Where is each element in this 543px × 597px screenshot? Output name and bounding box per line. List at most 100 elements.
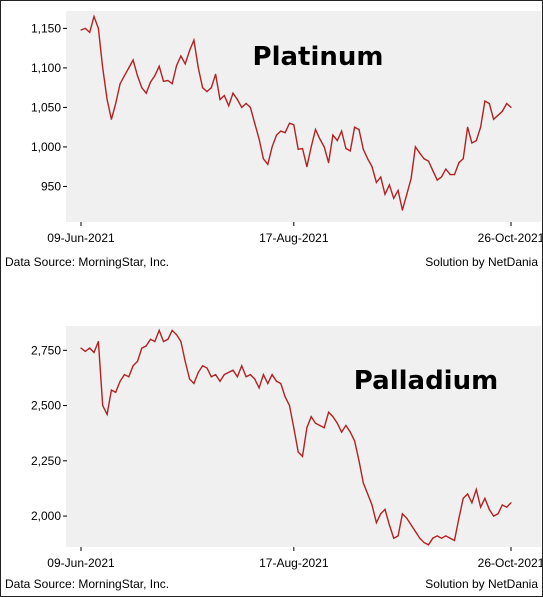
data-point [284, 132, 286, 134]
data-point [232, 369, 234, 371]
data-point [136, 360, 139, 362]
data-point [128, 67, 130, 69]
data-point [436, 179, 438, 181]
data-point [80, 29, 82, 31]
data-point [288, 405, 291, 407]
y-tick-label: 2,250 [31, 454, 61, 468]
data-point [423, 542, 425, 544]
data-point [154, 340, 156, 343]
data-point [193, 39, 195, 41]
data-point [189, 378, 191, 380]
data-point [258, 138, 260, 140]
data-point [275, 134, 278, 136]
y-tick-label: 2,500 [31, 399, 61, 413]
data-point [267, 382, 269, 385]
data-point [384, 508, 386, 510]
data-point [397, 189, 399, 191]
data-point [89, 347, 91, 349]
data-point [414, 530, 416, 533]
data-point [449, 537, 451, 539]
data-point [223, 374, 225, 376]
data-point [480, 506, 482, 508]
data-point [371, 504, 373, 506]
data-point [384, 193, 386, 195]
data-point [453, 174, 456, 176]
y-tick-label: 1,150 [31, 21, 61, 35]
data-point [484, 497, 486, 499]
data-point [423, 158, 425, 160]
data-point [419, 537, 421, 539]
data-point [228, 371, 230, 373]
data-point [145, 345, 147, 347]
data-point [388, 524, 390, 526]
data-point [345, 424, 347, 427]
data-point [293, 124, 295, 126]
data-point [180, 55, 182, 57]
data-point [254, 122, 256, 124]
data-point [206, 367, 208, 369]
data-point [401, 209, 403, 211]
data-point [436, 535, 438, 537]
data-point [358, 128, 360, 131]
data-point [97, 27, 99, 29]
data-point [445, 535, 447, 537]
data-point [462, 497, 464, 499]
data-point [306, 166, 308, 168]
data-point [280, 130, 282, 132]
data-point [119, 83, 121, 85]
data-point [210, 376, 212, 378]
data-point [236, 98, 238, 101]
x-tick-label: 09-Jun-2021 [47, 231, 115, 245]
data-point [232, 92, 234, 94]
data-point [119, 380, 121, 382]
data-point [297, 451, 299, 453]
data-point [132, 59, 134, 61]
data-point [271, 146, 273, 148]
data-point [367, 493, 369, 495]
data-point [314, 128, 317, 131]
data-point [184, 63, 186, 65]
data-point [458, 517, 460, 519]
data-point [397, 535, 399, 537]
y-axis: 950 1,000 1,050 1,100 1,150 [31, 21, 67, 193]
data-point [262, 374, 264, 376]
data-point [162, 340, 165, 343]
data-point [484, 100, 486, 102]
data-point [506, 506, 508, 508]
data-point [475, 140, 477, 142]
data-point [406, 193, 408, 195]
data-point [301, 455, 304, 457]
y-tick-label: 1,000 [31, 140, 61, 154]
data-point [228, 105, 230, 107]
data-point [189, 49, 191, 52]
y-tick-label: 2,750 [31, 343, 61, 357]
data-point [128, 376, 130, 378]
data-point [106, 413, 108, 415]
data-point [145, 92, 147, 94]
x-tick-label: 09-Jun-2021 [47, 556, 115, 570]
data-point [380, 176, 382, 178]
data-point [241, 365, 243, 367]
data-point [445, 168, 447, 170]
data-point [354, 126, 356, 128]
plot-area [66, 11, 541, 222]
data-point [249, 106, 251, 108]
data-point [440, 176, 443, 178]
data-point [206, 91, 208, 93]
data-point [110, 118, 112, 120]
data-point [97, 340, 99, 343]
data-point [510, 502, 512, 504]
data-point [341, 431, 343, 433]
platinum-price-line [80, 14, 512, 211]
data-point [354, 440, 356, 442]
data-point [453, 539, 456, 541]
data-point [471, 502, 473, 504]
data-point [115, 391, 117, 393]
palladium-chart: 2,000 2,250 2,500 2,750 09-Jun-2021 17-Aug-2… [5, 326, 542, 591]
data-point [410, 524, 412, 526]
platinum-chart: 950 1,000 1,050 1,100 1,150 09-Jun-2021 17-Au… [5, 11, 542, 269]
data-point [215, 73, 217, 75]
x-tick-label: 17-Aug-2021 [259, 231, 329, 245]
data-point [440, 537, 443, 539]
